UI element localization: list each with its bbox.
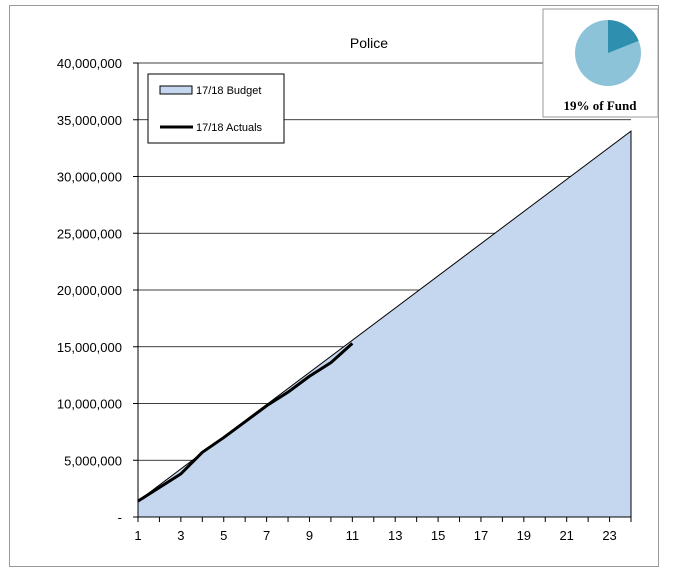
budget-area [137,130,632,518]
y-tick-label: 35,000,000 [57,113,122,128]
pie-slice-share [608,20,639,53]
y-tick-label: 30,000,000 [57,170,122,185]
legend-actuals-label: 17/18 Actuals [196,122,263,134]
x-tick-label: 15 [431,528,445,543]
y-tick-label: 10,000,000 [57,397,122,412]
x-tick-label: 11 [346,528,360,543]
x-tick-label: 1 [134,528,141,543]
y-tick-label: 20,000,000 [57,283,122,298]
x-tick-label: 9 [306,528,313,543]
y-axis-ticks: - 5,000,000 10,000,000 15,000,000 20,000,000… [57,56,138,525]
chart-frame [9,5,659,567]
chart-title: Police [350,35,388,51]
legend: 17/18 Budget 17/18 Actuals [147,73,285,144]
x-tick-label: 17 [474,528,488,543]
actuals-line [137,342,354,503]
x-tick-label: 13 [388,528,402,543]
x-tick-label: 3 [177,528,184,543]
y-tick-label: - [118,510,122,525]
y-tick-label: 5,000,000 [64,453,122,468]
x-tick-label: 5 [220,528,227,543]
x-tick-label: 23 [602,528,616,543]
x-tick-label: 21 [559,528,573,543]
x-axis-ticks: 1 3 5 7 9 11 13 15 17 19 21 23 [134,517,632,543]
y-tick-label: 15,000,000 [57,340,122,355]
y-tick-label: 40,000,000 [57,56,122,71]
fund-share-inset: 19% of Fund [542,8,659,118]
legend-budget-swatch [159,85,193,95]
pie-label: 19% of Fund [564,98,638,113]
x-tick-label: 19 [517,528,531,543]
legend-budget-label: 17/18 Budget [196,85,261,97]
y-tick-label: 25,000,000 [57,226,122,241]
x-tick-label: 7 [263,528,270,543]
